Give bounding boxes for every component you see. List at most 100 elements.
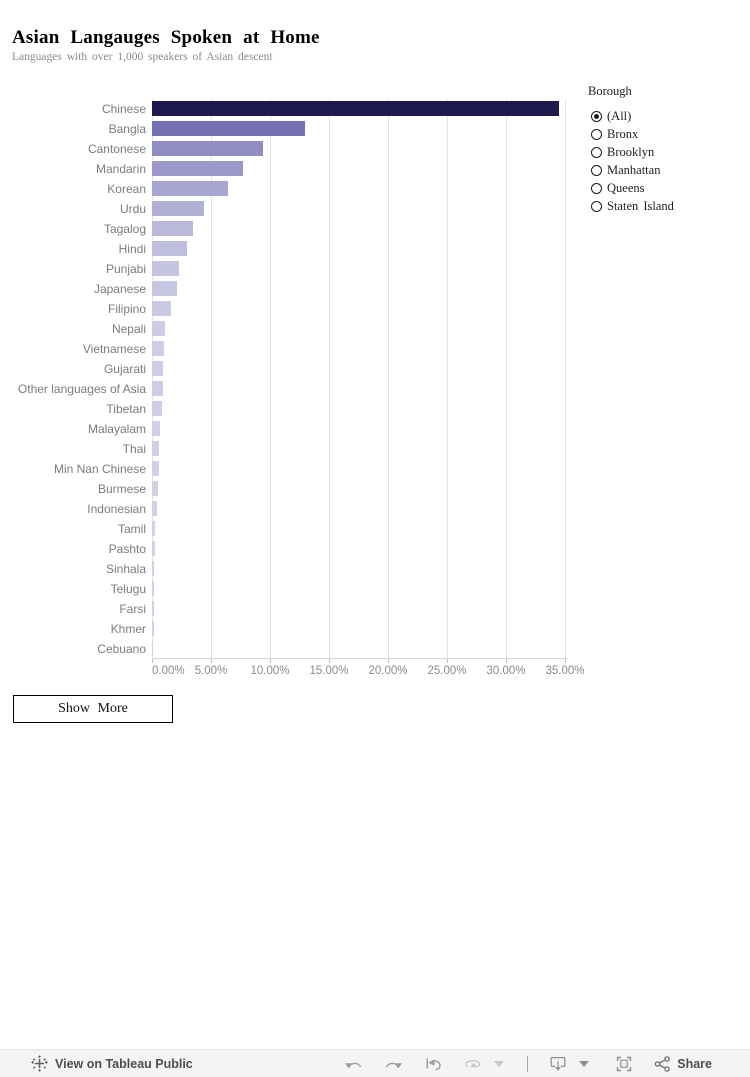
bar-row: Pashto — [0, 539, 580, 559]
gridline — [447, 99, 448, 658]
radio-icon[interactable] — [591, 164, 602, 176]
bar-label[interactable]: Gujarati — [103, 362, 146, 376]
bar-label[interactable]: Punjabi — [105, 262, 146, 276]
radio-icon[interactable] — [591, 182, 602, 194]
axis-tick-label: 35.00% — [545, 665, 585, 677]
bar-label[interactable]: Filipino — [107, 302, 146, 316]
radio-option-label: Brooklyn — [607, 144, 655, 159]
reset-button[interactable] — [423, 1054, 443, 1074]
share-button[interactable]: Share — [654, 1055, 712, 1072]
bar-label[interactable]: Indonesian — [87, 502, 146, 516]
bar-label[interactable]: Pashto — [108, 542, 146, 556]
show-more-button[interactable]: Show More — [13, 695, 173, 723]
bar-label[interactable]: Vietnamese — [82, 342, 146, 356]
bar[interactable] — [152, 121, 306, 136]
download-button[interactable] — [548, 1054, 568, 1074]
undo-button[interactable] — [343, 1054, 363, 1074]
radio-option-brooklyn[interactable]: Brooklyn — [588, 143, 674, 161]
bar[interactable] — [152, 561, 155, 576]
bar[interactable] — [152, 381, 164, 396]
bar[interactable] — [152, 181, 228, 196]
bar-label[interactable]: Bangla — [108, 122, 146, 136]
bar-row: Tamil — [0, 519, 580, 539]
page-subtitle: Languages with over 1,000 speakers of As… — [12, 51, 273, 63]
bar[interactable] — [152, 521, 155, 536]
gridline — [388, 99, 389, 658]
tableau-toolbar: View on Tableau Public — [0, 1049, 750, 1077]
bar[interactable] — [152, 221, 194, 236]
radio-selected-icon[interactable] — [591, 110, 602, 122]
gridline — [565, 99, 566, 658]
bar[interactable] — [152, 301, 171, 316]
download-dropdown-caret-icon[interactable] — [574, 1054, 594, 1074]
bar-row: Telugu — [0, 579, 580, 599]
bar[interactable] — [152, 441, 160, 456]
redo-button[interactable] — [383, 1054, 403, 1074]
radio-option-queens[interactable]: Queens — [588, 179, 674, 197]
bar-label[interactable]: Farsi — [119, 602, 146, 616]
bar-label[interactable]: Nepali — [111, 322, 146, 336]
bar[interactable] — [152, 341, 164, 356]
bar-label[interactable]: Hindi — [118, 242, 146, 256]
bar-label[interactable]: Tamil — [117, 522, 146, 536]
bar-label[interactable]: Japanese — [93, 282, 146, 296]
bar-label[interactable]: Tagalog — [103, 222, 146, 236]
bar[interactable] — [152, 141, 263, 156]
bar[interactable] — [152, 541, 155, 556]
bar-label[interactable]: Urdu — [119, 202, 146, 216]
bar[interactable] — [152, 401, 163, 416]
radio-option-label: Bronx — [607, 126, 639, 141]
bar-label[interactable]: Cantonese — [87, 142, 146, 156]
bar-row: Mandarin — [0, 159, 580, 179]
bar[interactable] — [152, 281, 177, 296]
bar-label[interactable]: Sinhala — [105, 562, 146, 576]
bar[interactable] — [152, 161, 243, 176]
axis-tick-label: 10.00% — [250, 665, 290, 677]
bar[interactable] — [152, 241, 188, 256]
bar[interactable] — [152, 321, 165, 336]
bar-label[interactable]: Burmese — [97, 482, 146, 496]
bar-row: Cantonese — [0, 139, 580, 159]
bar-label[interactable]: Mandarin — [95, 162, 146, 176]
bar[interactable] — [152, 601, 154, 616]
bar-label[interactable]: Tibetan — [106, 402, 146, 416]
radio-icon[interactable] — [591, 200, 602, 212]
refresh-button[interactable] — [463, 1054, 483, 1074]
bar-label[interactable]: Malayalam — [87, 422, 146, 436]
bar-label[interactable]: Thai — [122, 442, 146, 456]
bar-row: Thai — [0, 439, 580, 459]
bar[interactable] — [152, 201, 204, 216]
radio-option-bronx[interactable]: Bronx — [588, 125, 674, 143]
bar-label[interactable]: Khmer — [110, 622, 146, 636]
fullscreen-button[interactable] — [614, 1054, 634, 1074]
radio-option-manhattan[interactable]: Manhattan — [588, 161, 674, 179]
radio-icon[interactable] — [591, 128, 602, 140]
bar[interactable] — [152, 461, 159, 476]
bar-label[interactable]: Chinese — [101, 102, 146, 116]
gridline — [506, 99, 507, 658]
bar-label[interactable]: Telugu — [110, 582, 146, 596]
radio-option--all-[interactable]: (All) — [588, 107, 674, 125]
axis-tick-label: 30.00% — [486, 665, 526, 677]
bar[interactable] — [152, 581, 154, 596]
axis-tick — [506, 659, 507, 663]
bar[interactable] — [152, 621, 154, 636]
toolbar-divider — [527, 1055, 529, 1072]
bar[interactable] — [152, 361, 164, 376]
view-on-tableau-public-link[interactable]: View on Tableau Public — [31, 1055, 193, 1072]
radio-option-staten-island[interactable]: Staten Island — [588, 197, 674, 215]
bar-label[interactable]: Cebuano — [97, 642, 146, 656]
bar[interactable] — [152, 101, 560, 116]
axis-tick-label: 0.00% — [152, 665, 185, 677]
bar-row: Other languages of Asia — [0, 379, 580, 399]
bar[interactable] — [152, 421, 161, 436]
refresh-dropdown-caret-icon[interactable] — [489, 1054, 509, 1074]
bar[interactable] — [152, 261, 180, 276]
bar-label[interactable]: Min Nan Chinese — [53, 462, 146, 476]
bar-label[interactable]: Korean — [107, 182, 146, 196]
bar[interactable] — [152, 501, 157, 516]
bar[interactable] — [152, 481, 159, 496]
bar[interactable] — [152, 641, 153, 656]
radio-icon[interactable] — [591, 146, 602, 158]
bar-label[interactable]: Other languages of Asia — [17, 382, 146, 396]
